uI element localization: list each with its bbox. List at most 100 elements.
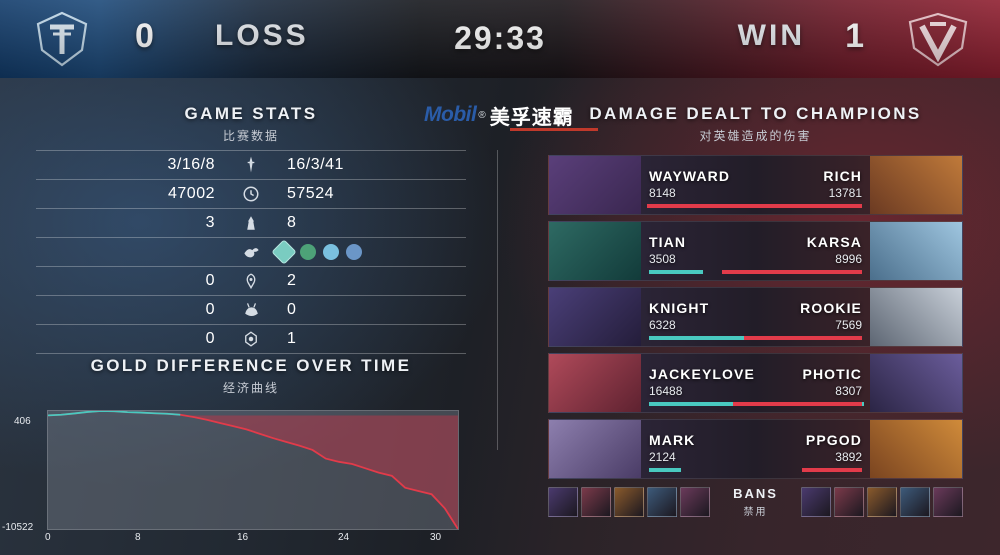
dragon-icon [323,244,339,260]
ban-champion-thumb[interactable] [834,487,864,517]
ban-champion-thumb[interactable] [933,487,963,517]
table-row: 3 8 [36,209,466,238]
left-champion-portrait [549,354,641,412]
list-item[interactable]: MARK 2124 PPGOD 3892 [548,419,963,479]
stat-left-value: 0 [205,272,215,289]
game-stats-title-en: GAME STATS [184,104,318,123]
inhibitor-icon [238,327,264,351]
stat-right-value: 0 [287,301,297,318]
right-player-name: ROOKIE [800,300,862,316]
left-player-damage: 8148 [649,186,676,200]
right-champion-portrait [870,288,962,346]
right-player-damage: 3892 [835,450,862,464]
baron-icon [238,298,264,322]
ban-champion-thumb[interactable] [614,487,644,517]
bans-title-cn: 禁用 [743,507,768,518]
damage-title-en: DAMAGE DEALT TO CHAMPIONS [589,104,922,123]
dragon-icon [346,244,362,260]
table-row: 0 0 [36,296,466,325]
right-damage-bar [722,270,862,274]
table-row: 0 2 [36,267,466,296]
gold-diff-title-cn: 经济曲线 [222,381,279,395]
ban-champion-thumb[interactable] [867,487,897,517]
gold-diff-x-tick-24: 24 [338,532,350,543]
right-player-name: PPGOD [805,432,862,448]
list-item[interactable]: WAYWARD 8148 RICH 13781 [548,155,963,215]
left-player-damage: 6328 [649,318,676,332]
stat-left-value: 3/16/8 [167,156,215,173]
table-row: 3/16/8 16/3/41 [36,150,466,180]
list-item[interactable]: JACKEYLOVE 16488 PHOTIC 8307 [548,353,963,413]
left-player-name: WAYWARD [649,168,731,184]
right-player-damage: 13781 [828,186,862,200]
table-row: 0 1 [36,325,466,354]
dragon-icon [300,244,316,260]
rift-herald-icon [238,269,264,293]
gold-diff-x-tick-0: 0 [45,532,51,543]
ban-champion-thumb[interactable] [647,487,677,517]
left-team-bans[interactable] [548,487,710,517]
right-team-bans[interactable] [801,487,963,517]
game-stats-heading: GAME STATS 比赛数据 [36,104,466,144]
dragon-icon [238,240,264,264]
right-damage-bar [647,204,862,208]
ban-champion-thumb[interactable] [581,487,611,517]
left-player-name: KNIGHT [649,300,710,316]
bans-title-en: BANS [733,486,778,501]
ban-champion-thumb[interactable] [801,487,831,517]
tower-icon [238,211,264,235]
stat-left-value: 0 [205,330,215,347]
bans-label: BANS 禁用 [733,486,778,518]
right-champion-portrait [870,420,962,478]
left-player-damage: 3508 [649,252,676,266]
match-timer: 29:33 [454,20,546,56]
right-champion-portrait [870,354,962,412]
bans-row: BANS 禁用 [548,480,963,524]
table-row: 47002 57524 [36,180,466,209]
right-player-damage: 8996 [835,252,862,266]
right-player-name: KARSA [806,234,862,250]
game-stats-title-cn: 比赛数据 [222,129,279,143]
right-team-score: 1 [845,17,865,55]
left-team-result: LOSS [215,19,309,52]
panel-divider [497,150,498,450]
gold-diff-y-max-label: 406 [14,416,31,427]
right-player-damage: 8307 [835,384,862,398]
dragon-stack [271,239,362,265]
gold-diff-line-positive [48,411,181,417]
gold-diff-y-min-label: -10522 [2,522,34,533]
stat-right-value: 16/3/41 [287,156,344,173]
right-player-name: PHOTIC [802,366,862,382]
left-champion-portrait [549,222,641,280]
left-player-damage: 2124 [649,450,676,464]
gold-diff-plot [48,411,458,529]
list-item[interactable]: TIAN 3508 KARSA 8996 [548,221,963,281]
stat-right-value: 8 [287,214,297,231]
stat-left-value: 3 [205,214,215,231]
left-player-name: MARK [649,432,696,448]
right-damage-bar [801,468,862,472]
stat-left-value: 0 [205,301,215,318]
left-team-score: 0 [135,17,155,55]
gold-difference-chart [47,410,459,530]
right-team-logo-icon [902,10,974,68]
ban-champion-thumb[interactable] [900,487,930,517]
gold-icon [238,182,264,206]
right-champion-portrait [870,156,962,214]
left-player-damage: 16488 [649,384,683,398]
ban-champion-thumb[interactable] [548,487,578,517]
list-item[interactable]: KNIGHT 6328 ROOKIE 7569 [548,287,963,347]
right-damage-bar [743,336,862,340]
left-team-logo-icon [26,10,98,68]
left-champion-portrait [549,420,641,478]
left-champion-portrait [549,288,641,346]
ban-champion-thumb[interactable] [680,487,710,517]
left-damage-bar [649,336,748,340]
gold-diff-x-tick-16: 16 [237,532,249,543]
stat-right-value: 57524 [287,185,334,202]
sponsor-underline [510,128,598,131]
sponsor-brand-cn: 美孚速霸 [489,106,574,129]
game-stats-table: 3/16/8 16/3/41 47002 57524 3 8 [36,150,466,354]
right-player-name: RICH [823,168,862,184]
